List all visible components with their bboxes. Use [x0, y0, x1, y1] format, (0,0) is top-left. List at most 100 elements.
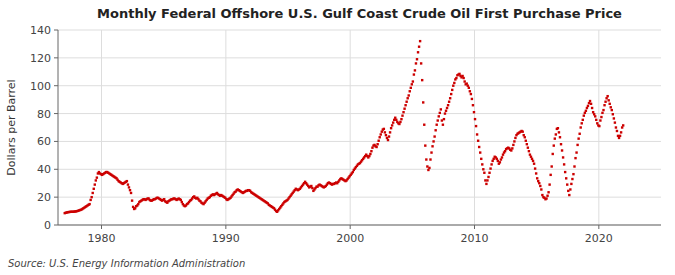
chart: Monthly Federal Offshore U.S. Gulf Coast… — [0, 0, 675, 275]
point — [484, 179, 486, 181]
point — [368, 155, 370, 157]
x-grid-line — [598, 30, 599, 225]
point — [527, 146, 529, 148]
point — [581, 122, 583, 124]
y-tick-label: 0 — [44, 219, 51, 232]
point — [528, 150, 530, 152]
point — [487, 176, 489, 178]
point — [598, 125, 600, 127]
point — [546, 195, 548, 197]
point — [467, 85, 469, 87]
point — [589, 100, 591, 102]
point — [548, 183, 550, 185]
point — [502, 153, 504, 155]
point — [468, 87, 470, 89]
point — [591, 107, 593, 109]
point — [443, 118, 445, 120]
point — [585, 110, 587, 112]
point — [92, 192, 94, 194]
point — [131, 199, 133, 201]
point — [420, 62, 422, 64]
point — [381, 130, 383, 132]
point — [512, 144, 514, 146]
point — [567, 190, 569, 192]
point — [311, 187, 313, 189]
point — [580, 126, 582, 128]
point — [461, 75, 463, 77]
point — [605, 97, 607, 99]
point — [612, 113, 614, 115]
point — [541, 194, 543, 196]
point — [596, 122, 598, 124]
point — [558, 131, 560, 133]
point — [565, 177, 567, 179]
point — [394, 117, 396, 119]
point — [439, 112, 441, 114]
y-grid-line — [58, 30, 661, 31]
point — [310, 185, 312, 187]
point — [90, 196, 92, 198]
point — [448, 101, 450, 103]
point — [432, 140, 434, 142]
point — [483, 172, 485, 174]
point — [412, 80, 414, 82]
x-tick — [225, 225, 226, 229]
point — [574, 157, 576, 159]
point — [485, 183, 487, 185]
x-grid-line — [225, 30, 226, 225]
grid — [58, 30, 661, 225]
point — [618, 137, 620, 139]
point — [410, 87, 412, 89]
point — [447, 104, 449, 106]
point — [553, 144, 555, 146]
point — [513, 140, 515, 142]
point — [561, 149, 563, 151]
point — [532, 160, 534, 162]
point — [128, 186, 130, 188]
point — [559, 136, 561, 138]
point — [132, 206, 134, 208]
x-axis-line — [58, 225, 661, 226]
point — [614, 121, 616, 123]
x-tick-label: 1990 — [212, 232, 240, 245]
point — [393, 119, 395, 121]
point — [569, 188, 571, 190]
y-grid-line — [58, 225, 661, 226]
y-tick — [54, 141, 58, 142]
point — [524, 136, 526, 138]
point — [536, 177, 538, 179]
point — [486, 179, 488, 181]
point — [417, 51, 419, 53]
point — [470, 93, 472, 95]
point — [545, 197, 547, 199]
point — [615, 126, 617, 128]
x-tick-label: 2010 — [461, 232, 489, 245]
point — [462, 77, 464, 79]
point — [392, 121, 394, 123]
point — [613, 117, 615, 119]
point — [93, 188, 95, 190]
point — [583, 114, 585, 116]
x-tick-label: 1980 — [88, 232, 116, 245]
point — [437, 119, 439, 121]
point — [531, 158, 533, 160]
point — [400, 118, 402, 120]
point — [535, 172, 537, 174]
point — [575, 151, 577, 153]
y-grid-line — [58, 141, 661, 142]
point — [566, 183, 568, 185]
point — [452, 85, 454, 87]
point — [401, 114, 403, 116]
point — [453, 82, 455, 84]
point — [424, 144, 426, 146]
y-tick — [54, 113, 58, 114]
point — [402, 111, 404, 113]
point — [431, 145, 433, 147]
point — [525, 140, 527, 142]
point — [419, 40, 421, 42]
y-grid-line — [58, 113, 661, 114]
point — [573, 165, 575, 167]
point — [375, 146, 377, 148]
point — [620, 131, 622, 133]
point — [96, 176, 98, 178]
